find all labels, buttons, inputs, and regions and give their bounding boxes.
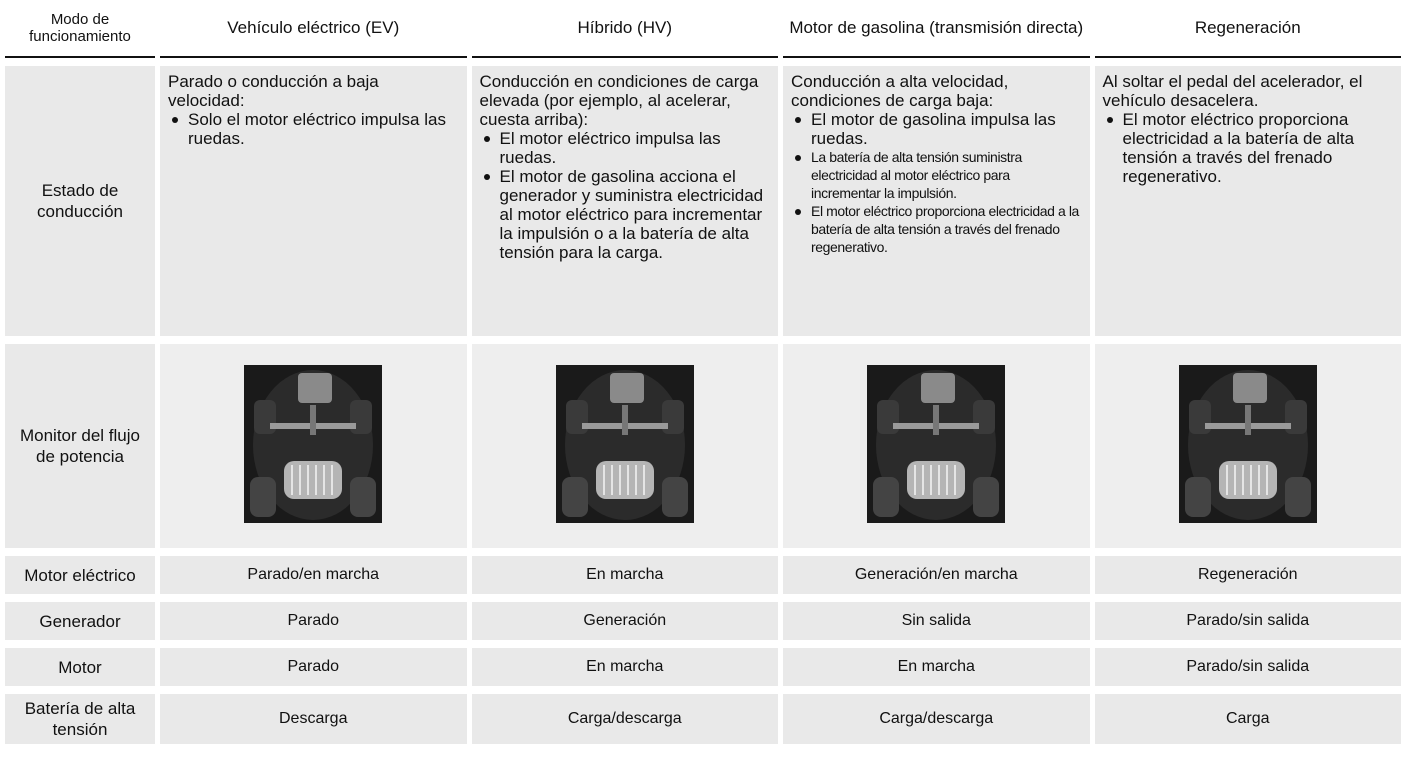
state-bullet: Solo el motor eléctrico impulsa las rued…: [172, 110, 459, 148]
state-cell: Conducción en condiciones de carga eleva…: [471, 66, 778, 336]
state-bullet: La batería de alta tensión suministra el…: [795, 148, 1082, 202]
status-cell: Parado/sin salida: [1094, 648, 1401, 686]
state-bullet: El motor eléctrico impulsa las ruedas.: [483, 129, 771, 167]
row-label: Monitor del flujo de potencia: [5, 344, 155, 548]
state-intro: Parado o conducción a baja velocidad:: [168, 72, 379, 110]
status-cell: Carga: [1094, 694, 1401, 744]
status-row: Batería de alta tensión Descarga Carga/des…: [5, 694, 1401, 744]
state-bullet: El motor de gasolina impulsa las ruedas.: [795, 110, 1082, 148]
state-bullets: El motor eléctrico proporciona electrici…: [1103, 110, 1394, 186]
header-row: Modo de funcionamiento Vehículo eléctrico…: [5, 0, 1401, 58]
driving-state-row: Estado de conducción Parado o conducción …: [5, 66, 1401, 336]
state-intro: Al soltar el pedal del acelerador, el ve…: [1102, 72, 1363, 110]
status-cell: Parado: [160, 602, 467, 640]
header-cell: Motor de gasolina (transmisión directa): [783, 0, 1090, 58]
power-flow-row: Monitor del flujo de potencia: [5, 344, 1401, 548]
status-cell: Carga/descarga: [783, 694, 1090, 744]
state-bullets: Solo el motor eléctrico impulsa las rued…: [168, 110, 459, 148]
state-cell: Al soltar el pedal del acelerador, el ve…: [1094, 66, 1401, 336]
status-cell: Parado/en marcha: [160, 556, 467, 594]
status-cell: Descarga: [160, 694, 467, 744]
status-cell: En marcha: [471, 648, 778, 686]
power-flow-image: [243, 363, 384, 524]
state-cell: Conducción a alta velocidad, condiciones…: [783, 66, 1090, 336]
state-bullets: El motor de gasolina impulsa las ruedas.…: [791, 110, 1082, 256]
header-cell: Regeneración: [1094, 0, 1401, 58]
state-cell: Parado o conducción a baja velocidad: Sol…: [160, 66, 467, 336]
row-label: Motor: [5, 648, 155, 686]
state-bullet: El motor de gasolina acciona el generado…: [483, 167, 771, 262]
status-cell: Carga/descarga: [471, 694, 778, 744]
status-cell: En marcha: [783, 648, 1090, 686]
status-cell: Parado: [160, 648, 467, 686]
status-cell: Generación: [471, 602, 778, 640]
status-cell: En marcha: [471, 556, 778, 594]
flow-image-cell: [1094, 344, 1401, 548]
status-row: Generador Parado Generación Sin salida Parad…: [5, 602, 1401, 640]
status-row: Motor Parado En marcha En marcha Parado/sin …: [5, 648, 1401, 686]
power-flow-image: [1177, 363, 1318, 524]
flow-image-cell: [160, 344, 467, 548]
state-bullet: El motor eléctrico proporciona electrici…: [795, 202, 1082, 256]
flow-image-cell: [783, 344, 1090, 548]
status-cell: Sin salida: [783, 602, 1090, 640]
status-cell: Regeneración: [1094, 556, 1401, 594]
status-row: Motor eléctrico Parado/en marcha En marcha…: [5, 556, 1401, 594]
header-cell: Híbrido (HV): [471, 0, 778, 58]
row-label: Motor eléctrico: [5, 556, 155, 594]
power-flow-image: [554, 363, 695, 524]
status-cell: Generación/en marcha: [783, 556, 1090, 594]
state-bullets: El motor eléctrico impulsa las ruedas. El…: [480, 129, 771, 262]
power-flow-image: [866, 363, 1007, 524]
row-label: Batería de alta tensión: [5, 694, 155, 744]
header-cell: Modo de funcionamiento: [5, 0, 155, 58]
row-label: Estado de conducción: [5, 66, 155, 336]
state-bullet: El motor eléctrico proporciona electrici…: [1106, 110, 1394, 186]
flow-image-cell: [471, 344, 778, 548]
row-label: Generador: [5, 602, 155, 640]
header-cell: Vehículo eléctrico (EV): [160, 0, 467, 58]
state-intro: Conducción en condiciones de carga eleva…: [479, 72, 759, 129]
status-cell: Parado/sin salida: [1094, 602, 1401, 640]
state-intro: Conducción a alta velocidad, condiciones…: [791, 72, 1009, 110]
